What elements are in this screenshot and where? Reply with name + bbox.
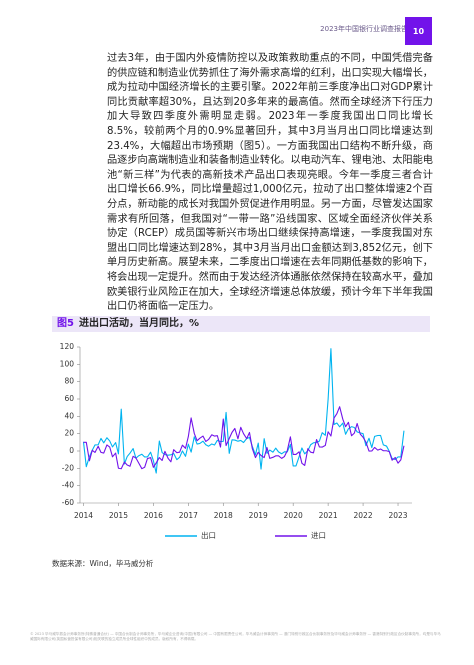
legend-label: 出口 [201, 530, 216, 540]
x-tick-label: 2016 [144, 511, 163, 520]
y-tick-label: 20 [64, 429, 74, 438]
chart: -60 -40 -20 0 20 40 60 80 100 120 2014 2015 2016 2017… [60, 342, 412, 540]
series-line [82, 348, 405, 474]
y-tick-label: 0 [69, 446, 74, 455]
y-tick-label: 120 [60, 342, 75, 351]
source-note: 数据来源：Wind，毕马威分析 [52, 559, 154, 568]
chart-title: 进出口活动，当月同比，% [78, 318, 199, 329]
x-tick-label: 2023 [388, 511, 407, 520]
y-tick-label: 100 [60, 359, 75, 368]
x-tick-label: 2022 [354, 511, 373, 520]
x-tick-label: 2019 [249, 511, 268, 520]
y-tick-label: -20 [62, 463, 74, 472]
x-tick-label: 2018 [214, 511, 233, 520]
header-title: 2023年中国银行业调查报告 [320, 25, 408, 33]
y-tick-label: -40 [62, 481, 74, 490]
footer: © 2023 毕马威华振会计师事务所(特殊普通合伙) — 中国合伙制会计师事务所… [30, 632, 441, 641]
y-tick-label: 80 [64, 377, 74, 386]
series-line [83, 406, 405, 470]
x-tick-label: 2017 [179, 511, 198, 520]
x-tick-label: 2020 [284, 511, 303, 520]
legend-label: 进口 [311, 531, 326, 540]
x-tick-label: 2021 [319, 511, 338, 520]
y-tick-label: 60 [64, 394, 74, 403]
figure-label: 图5 进出口活动，当月同比，% [52, 316, 430, 332]
x-tick-label: 2014 [74, 511, 93, 520]
page-number: 10 [405, 17, 432, 45]
y-tick-label: 40 [64, 411, 74, 420]
x-tick-label: 2015 [109, 511, 128, 520]
y-tick-label: -60 [62, 498, 74, 507]
figure-number: 图5 [57, 318, 74, 329]
body-paragraph: 过去3年，由于国内外疫情防控以及政策救助重点的不同，中国凭借完备的供应链和制造业… [107, 53, 433, 313]
